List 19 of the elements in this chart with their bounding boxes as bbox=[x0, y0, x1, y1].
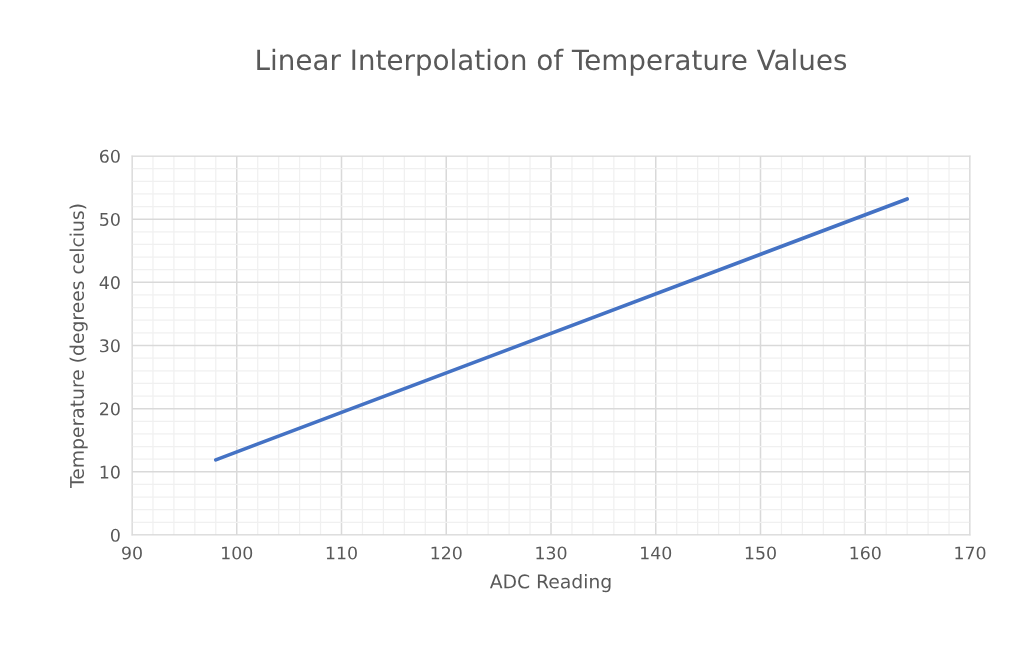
x-tick-label: 170 bbox=[955, 546, 986, 560]
x-tick-label: 150 bbox=[745, 546, 776, 560]
x-tick-label: 100 bbox=[222, 546, 253, 560]
y-tick-label: 50 bbox=[100, 212, 120, 227]
x-tick-label: 130 bbox=[536, 546, 567, 560]
x-tick-label: 160 bbox=[850, 546, 881, 560]
x-axis-title: ADC Reading bbox=[489, 574, 611, 593]
y-tick-label: 20 bbox=[100, 402, 120, 416]
y-tick-label: 30 bbox=[100, 339, 120, 353]
chart-title: Linear Interpolation of Temperature Values bbox=[257, 48, 847, 76]
y-tick-label: 0 bbox=[110, 528, 120, 542]
x-tick-label: 120 bbox=[431, 546, 462, 560]
x-tick-label: 90 bbox=[122, 546, 142, 560]
y-tick-label: 10 bbox=[100, 465, 120, 479]
y-tick-label: 40 bbox=[99, 276, 120, 290]
x-tick-label: 140 bbox=[641, 546, 672, 560]
x-tick-label: 110 bbox=[326, 546, 357, 560]
y-tick-label: 60 bbox=[100, 149, 120, 163]
y-axis-title: Temperature (degrees celcius) bbox=[69, 204, 88, 489]
